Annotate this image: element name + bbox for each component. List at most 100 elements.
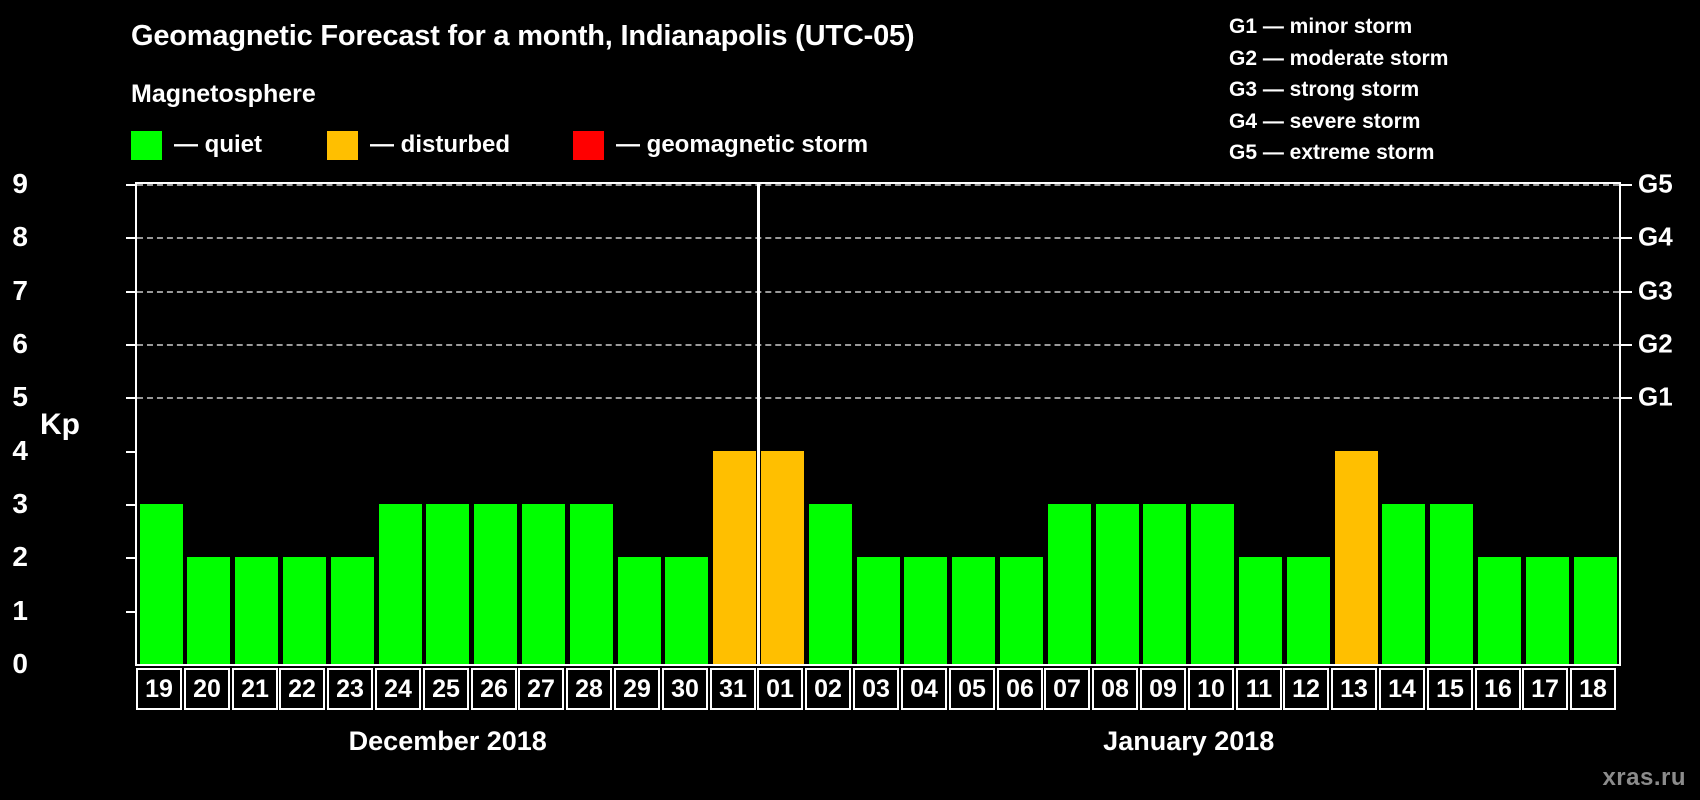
date-box[interactable]: 26 <box>471 668 517 710</box>
y-tick-mark <box>126 610 137 613</box>
g-tick-label: G2 <box>1638 328 1673 359</box>
date-box[interactable]: 17 <box>1522 668 1568 710</box>
plot-inner <box>137 184 1619 664</box>
month-label: January 2018 <box>1103 726 1275 756</box>
y-axis-title: Kp <box>40 408 80 441</box>
y-tick-label: 4 <box>12 434 28 466</box>
bar <box>618 557 661 664</box>
legend-label: — quiet <box>174 131 262 158</box>
date-box[interactable]: 03 <box>853 668 899 710</box>
date-box[interactable]: 14 <box>1379 668 1425 710</box>
g-scale-key-line: G2 — moderate storm <box>1229 46 1449 70</box>
plot-area <box>135 182 1621 666</box>
date-box[interactable]: 20 <box>184 668 230 710</box>
month-label: December 2018 <box>348 726 547 756</box>
y-tick-mark <box>126 557 137 560</box>
date-box[interactable]: 09 <box>1140 668 1186 710</box>
legend-label: — geomagnetic storm <box>616 131 869 158</box>
bar <box>474 504 517 664</box>
gridline <box>137 237 1619 240</box>
bar <box>952 557 995 664</box>
date-box[interactable]: 15 <box>1427 668 1473 710</box>
bar <box>809 504 852 664</box>
date-box[interactable]: 16 <box>1475 668 1521 710</box>
bar <box>1335 450 1378 664</box>
bar <box>857 557 900 664</box>
date-box[interactable]: 10 <box>1188 668 1234 710</box>
g-tick-label: G5 <box>1638 168 1673 199</box>
page-title: Geomagnetic Forecast for a month, Indian… <box>131 20 915 52</box>
date-box[interactable]: 01 <box>757 668 803 710</box>
bar <box>522 504 565 664</box>
y-tick-mark <box>126 237 137 240</box>
date-box[interactable]: 19 <box>136 668 182 710</box>
date-box[interactable]: 31 <box>710 668 756 710</box>
g-tick-label: G3 <box>1638 275 1673 306</box>
date-box[interactable]: 08 <box>1092 668 1138 710</box>
month-divider-line <box>757 184 760 664</box>
bar <box>1478 557 1521 664</box>
watermark: xras.ru <box>1602 764 1686 791</box>
date-box[interactable]: 05 <box>949 668 995 710</box>
series-label: Magnetosphere <box>131 80 316 108</box>
date-box[interactable]: 11 <box>1236 668 1282 710</box>
bars-layer <box>137 184 1619 664</box>
date-box[interactable]: 13 <box>1331 668 1377 710</box>
g-scale-key-line: G3 — strong storm <box>1229 78 1420 101</box>
date-box[interactable]: 04 <box>901 668 947 710</box>
bar <box>1239 557 1282 664</box>
g-scale-key-line: G5 — extreme storm <box>1229 141 1435 164</box>
bar <box>1574 557 1617 664</box>
bar <box>761 450 804 664</box>
date-box[interactable]: 25 <box>423 668 469 710</box>
bar <box>235 557 278 664</box>
legend-item: — quiet <box>131 128 262 162</box>
date-box[interactable]: 12 <box>1283 668 1329 710</box>
y-tick-label: 7 <box>12 274 28 306</box>
y-tick-mark <box>126 290 137 293</box>
bar <box>140 504 183 664</box>
gridline <box>137 397 1619 400</box>
y-tick-label: 6 <box>12 328 28 359</box>
g-scale-key: G1 — minor storm G2 — moderate storm G3 — … <box>1229 11 1448 169</box>
date-box[interactable]: 23 <box>327 668 373 710</box>
gridline <box>137 344 1619 346</box>
bar <box>379 504 422 664</box>
bar <box>1430 504 1473 664</box>
g-tick-mark <box>1621 290 1632 293</box>
bar <box>283 557 326 664</box>
bar <box>1382 504 1425 664</box>
y-tick-mark <box>126 184 137 186</box>
bar <box>1048 504 1091 664</box>
date-box[interactable]: 07 <box>1044 668 1090 710</box>
legend-item: — geomagnetic storm <box>573 128 868 162</box>
y-tick-label: 8 <box>12 221 28 253</box>
bar <box>1287 557 1330 664</box>
y-tick-mark <box>126 397 137 400</box>
date-box[interactable]: 06 <box>997 668 1043 710</box>
g-tick-mark <box>1621 397 1632 400</box>
bar <box>1000 557 1043 664</box>
g-tick-label: G1 <box>1638 381 1673 412</box>
date-box[interactable]: 02 <box>805 668 851 710</box>
date-box[interactable]: 27 <box>518 668 564 710</box>
storm-swatch <box>573 130 604 160</box>
y-tick-label: 1 <box>12 594 28 626</box>
bar <box>713 450 756 664</box>
gridline <box>137 290 1619 293</box>
g-scale-key-line: G1 — minor storm <box>1229 15 1413 38</box>
date-box[interactable]: 21 <box>232 668 278 710</box>
bar <box>904 557 947 664</box>
date-box[interactable]: 22 <box>279 668 325 710</box>
date-box[interactable]: 18 <box>1570 668 1616 710</box>
g-tick-mark <box>1621 184 1632 186</box>
disturbed-swatch <box>327 130 358 160</box>
bar <box>1191 504 1234 664</box>
date-box[interactable]: 28 <box>566 668 612 710</box>
date-box[interactable]: 30 <box>662 668 708 710</box>
date-box[interactable]: 29 <box>614 668 660 710</box>
gridline <box>137 184 1619 186</box>
g-scale-key-line: G4 — severe storm <box>1229 109 1421 133</box>
date-box[interactable]: 24 <box>375 668 421 710</box>
